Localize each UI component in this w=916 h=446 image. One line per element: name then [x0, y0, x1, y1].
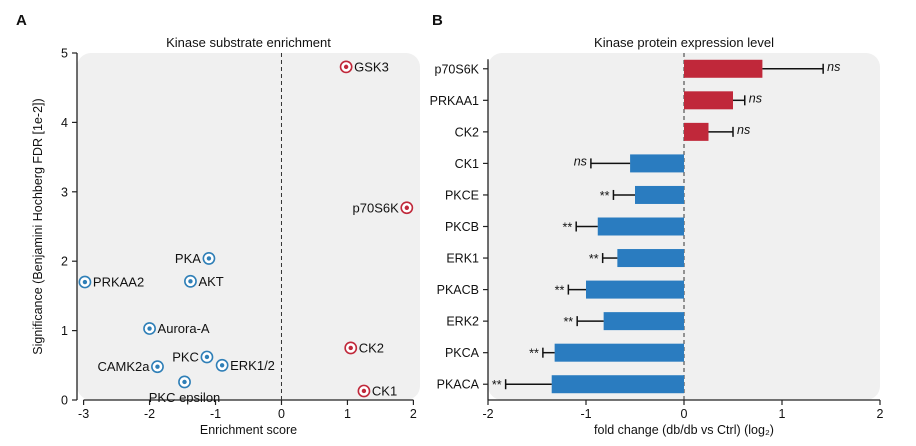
panel-a-y-tick-label: 0 — [61, 394, 68, 408]
panel-b-category-label-pkcb: PKCB — [445, 220, 479, 234]
scatter-point-label: GSK3 — [354, 59, 389, 74]
bar-p70s6k — [684, 59, 763, 78]
scatter-point-label: CAMK2a — [97, 359, 150, 374]
scatter-point-aurora-a: Aurora-A — [143, 321, 210, 336]
panel-a-y-tick-label: 3 — [61, 185, 68, 199]
panel-a-x-axis-label: Enrichment score — [200, 423, 297, 437]
panel-a-y-axis-label: Significance (Benjamini Hochberg FDR [1e… — [31, 98, 45, 354]
significance-label-p70s6k: ns — [827, 60, 840, 74]
scatter-point-akt: AKT — [184, 274, 224, 289]
scatter-point-ck1: CK1 — [357, 383, 397, 398]
panel-b-category-label-ck1: CK1 — [455, 157, 479, 171]
panel-a-letter: A — [16, 12, 27, 29]
significance-label-pkaca: ** — [492, 378, 502, 392]
bar-erk1 — [617, 249, 684, 268]
scatter-point-dot — [182, 379, 187, 385]
scatter-point-label: PKA — [175, 251, 201, 266]
panel-b-letter: B — [432, 12, 443, 29]
panel-b-category-label-prkaa1: PRKAA1 — [430, 94, 479, 108]
significance-label-erk1: ** — [589, 252, 599, 266]
scatter-point-dot — [147, 326, 152, 331]
bar-pkaca — [551, 375, 684, 394]
scatter-point-dot — [206, 256, 212, 261]
panel-a-y-tick-label: 5 — [61, 47, 68, 61]
scatter-point-dot — [404, 205, 410, 210]
panel-b-x-tick-label: 2 — [877, 407, 884, 421]
significance-label-pkacb: ** — [555, 284, 565, 298]
scatter-point-dot — [188, 279, 193, 284]
panel-a-y-tick-label: 1 — [61, 324, 68, 338]
significance-label-pkce: ** — [600, 189, 610, 203]
panel-b-category-label-erk2: ERK2 — [446, 315, 479, 329]
scatter-point-label: Aurora-A — [158, 321, 210, 336]
bar-ck2 — [684, 122, 709, 141]
panel-b-category-label-pkca: PKCA — [445, 346, 480, 360]
panel-a-x-tick-label: 0 — [278, 407, 285, 421]
panel-b-x-axis-label: fold change (db/db vs Ctrl) (log₂) — [594, 423, 774, 437]
panel-b-category-label-ck2: CK2 — [455, 125, 479, 139]
significance-label-pkcb: ** — [562, 221, 572, 235]
panel-b-title: Kinase protein expression level — [594, 35, 774, 50]
scatter-point-label: PKC epsilon — [149, 390, 221, 405]
panel-a-x-tick-label: -2 — [144, 407, 155, 421]
scatter-point-dot — [155, 364, 160, 369]
scatter-point-dot — [361, 388, 367, 394]
significance-label-ck1: ns — [574, 154, 587, 168]
scatter-point-pka: PKA — [175, 251, 216, 266]
panel-b-x-tick-label: -1 — [580, 407, 591, 421]
panel-a-plot-area — [77, 53, 420, 400]
significance-label-pkca: ** — [529, 347, 539, 361]
scatter-point-label: PKC — [172, 349, 199, 364]
panel-b-x-tick-label: -2 — [482, 407, 493, 421]
panel-b-x-tick-label: 1 — [779, 407, 786, 421]
scatter-point-pkc-epsilon: PKC epsilon — [149, 375, 221, 405]
panel-b-bar-chart: -2 -1 0 1 2 p70S6K ns PRKAA1 ns CK2 ns CK1 ns PKCE ** P… — [430, 53, 884, 421]
panel-b-category-label-pkacb: PKACB — [437, 283, 479, 297]
scatter-point-ck2: CK2 — [344, 340, 384, 355]
panel-b-category-label-pkaca: PKACA — [437, 378, 480, 392]
scatter-point-label: ERK1/2 — [230, 358, 275, 373]
panel-b-category-label-erk1: ERK1 — [446, 252, 479, 266]
scatter-point-dot — [348, 345, 353, 351]
significance-label-prkaa1: ns — [749, 91, 762, 105]
scatter-point-label: PRKAA2 — [93, 275, 144, 290]
panel-a-title: Kinase substrate enrichment — [166, 35, 331, 50]
panel-b-category-label-p70s6k: p70S6K — [435, 62, 480, 76]
panel-a-x-tick-label: 2 — [410, 407, 417, 421]
panel-b-category-label-pkce: PKCE — [445, 188, 479, 202]
scatter-point-label: CK2 — [359, 340, 384, 355]
significance-label-ck2: ns — [737, 123, 750, 137]
panel-a-x-tick-label: 1 — [344, 407, 351, 421]
scatter-point-dot — [219, 363, 225, 368]
scatter-point-dot — [82, 279, 88, 285]
panel-a-y-tick-label: 4 — [61, 116, 68, 130]
bar-prkaa1 — [684, 91, 733, 110]
scatter-point-p70s6k: p70S6K — [353, 200, 414, 215]
scatter-point-dot — [343, 64, 349, 70]
scatter-point-camk2a: CAMK2a — [97, 359, 164, 374]
significance-label-erk2: ** — [563, 315, 573, 329]
bar-ck1 — [630, 154, 684, 173]
scatter-point-label: AKT — [198, 274, 223, 289]
panel-a-x-tick-label: -1 — [210, 407, 221, 421]
scatter-point-gsk3: GSK3 — [339, 59, 389, 74]
scatter-point-pkc: PKC — [172, 349, 214, 364]
scatter-point-label: p70S6K — [353, 200, 400, 215]
panel-a-y-tick-label: 2 — [61, 255, 68, 269]
scatter-point-label: CK1 — [372, 383, 397, 398]
bar-pkca — [554, 343, 684, 362]
bar-erk2 — [603, 312, 684, 331]
bar-pkce — [635, 185, 684, 204]
bar-pkacb — [586, 280, 684, 299]
scatter-point-dot — [204, 354, 210, 360]
scatter-point-prkaa2: PRKAA2 — [78, 275, 144, 290]
bar-pkcb — [597, 217, 684, 236]
panel-a-scatter-plot: -3 -2 -1 0 1 2 0 1 2 3 4 5 GSK3 p70S6K CK2 CK1 PKA PRKAA2… — [61, 47, 420, 421]
scatter-point-erk1-2: ERK1/2 — [215, 358, 275, 373]
panel-b-x-tick-label: 0 — [681, 407, 688, 421]
panel-a-x-tick-label: -3 — [78, 407, 89, 421]
